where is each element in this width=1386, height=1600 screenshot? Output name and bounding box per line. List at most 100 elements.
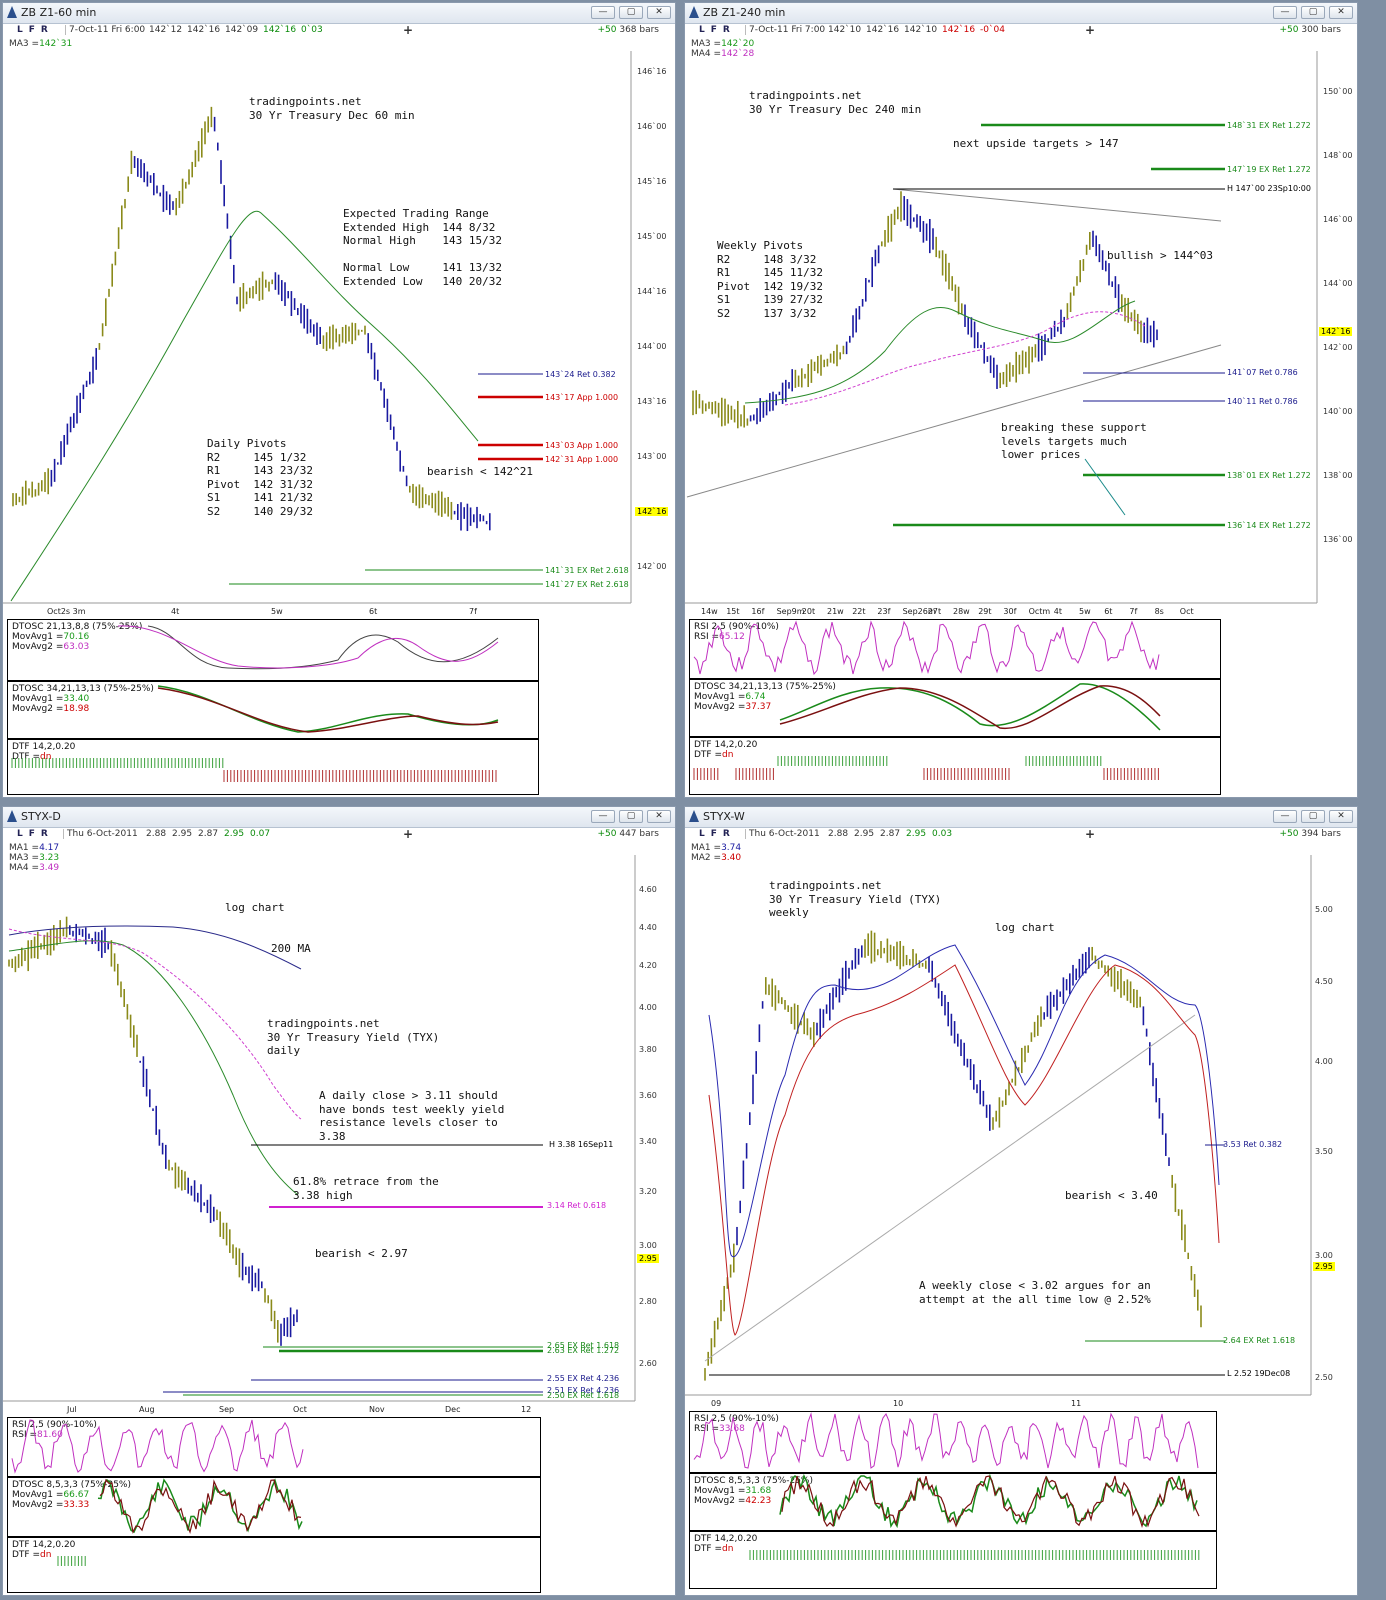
price-tick: 142`00 <box>1323 343 1353 352</box>
chart-window-zb-60min[interactable]: ZB Z1-60 min — ▢ ✕ LFR 7-Oct-11 Fri 6:00… <box>2 2 676 798</box>
x-tick: Oct2s 3m <box>47 607 86 616</box>
last-price-flag: 142`16 <box>1319 327 1353 336</box>
quote-low: 2.87 <box>880 829 901 839</box>
close-button[interactable]: ✕ <box>1329 6 1353 19</box>
quote-close: 2.95 <box>224 829 245 839</box>
price-tick: 144`00 <box>1323 279 1353 288</box>
indicator-value: 31.68 <box>745 1486 772 1496</box>
quote-close: 142`16 <box>942 25 976 35</box>
restore-button[interactable]: ▢ <box>619 6 643 19</box>
dtf-histogram <box>57 1556 86 1566</box>
lfr-buttons[interactable]: LFR <box>17 829 54 839</box>
indicator-panel[interactable]: RSI 2,5 (90%-10%) RSI =65.12 <box>689 619 1221 679</box>
minimize-button[interactable]: — <box>591 6 615 19</box>
x-tick: 22t <box>852 607 866 616</box>
chart-window-zb-240min[interactable]: ZB Z1-240 min — ▢ ✕ LFR 7-Oct-11 Fri 7:0… <box>684 2 1358 798</box>
price-tick: 4.60 <box>639 885 657 894</box>
close-button[interactable]: ✕ <box>647 810 671 823</box>
lfr-buttons[interactable]: LFR <box>699 829 736 839</box>
chart-app-icon <box>7 6 17 18</box>
crosshair-icon[interactable]: + <box>1085 827 1096 841</box>
indicator-label: MovAvg2 = <box>12 642 64 652</box>
x-tick: Dec <box>445 1405 461 1414</box>
indicator-value: 81.60 <box>37 1430 63 1440</box>
x-tick: 6t <box>369 607 378 616</box>
price-tick: 3.00 <box>639 1241 657 1250</box>
chart-annotation: Expected Trading Range Extended High 144… <box>343 207 502 288</box>
indicator-title: DTOSC 8,5,3,3 (75%-25%) <box>694 1476 813 1486</box>
chart-annotation: 61.8% retrace from the 3.38 high <box>293 1175 439 1202</box>
chart-annotation: bearish < 3.40 <box>1065 1189 1158 1202</box>
level-label: H 147`00 23Sp10:00 <box>1227 184 1311 193</box>
price-chart[interactable] <box>685 51 1357 611</box>
chart-annotation: bearish < 142^21 <box>427 465 533 478</box>
oscillator-plot <box>97 1478 303 1534</box>
price-tick: 146`00 <box>637 122 667 131</box>
indicator-panel[interactable]: RSI 2,5 (90%-10%) RSI =81.60 <box>7 1417 541 1477</box>
crosshair-icon[interactable]: + <box>403 23 414 37</box>
level-label: 147`19 EX Ret 1.272 <box>1227 165 1311 174</box>
price-chart[interactable] <box>3 855 675 1415</box>
restore-button[interactable]: ▢ <box>619 810 643 823</box>
ma-readout: MA3 =142`31 <box>9 39 73 49</box>
ma-readout: MA1 =3.74 <box>691 843 742 853</box>
quote-high: 2.95 <box>172 829 193 839</box>
indicator-label: DTF = <box>694 750 723 760</box>
restore-button[interactable]: ▢ <box>1301 810 1325 823</box>
price-chart[interactable] <box>685 855 1357 1415</box>
crosshair-icon[interactable]: + <box>1085 23 1096 37</box>
close-button[interactable]: ✕ <box>647 6 671 19</box>
indicator-panel[interactable]: DTOSC 34,21,13,13 (75%-25%) MovAvg1 =33.… <box>7 681 539 739</box>
indicator-legend: DTF 14,2,0.20 DTF =dn <box>12 742 75 762</box>
title-bar[interactable]: ZB Z1-240 min — ▢ ✕ <box>685 3 1357 24</box>
indicator-title: RSI 2,5 (90%-10%) <box>694 1414 779 1424</box>
price-chart[interactable] <box>3 51 675 611</box>
minimize-button[interactable]: — <box>1273 6 1297 19</box>
indicator-panel[interactable]: DTF 14,2,0.20 DTF =dn <box>689 1531 1217 1589</box>
indicator-panel[interactable]: DTF 14,2,0.20 DTF =dn <box>7 739 539 795</box>
minimize-button[interactable]: — <box>1273 810 1297 823</box>
price-tick: 145`16 <box>637 177 667 186</box>
title-bar[interactable]: STYX-D — ▢ ✕ <box>3 807 675 828</box>
price-tick: 3.40 <box>639 1137 657 1146</box>
indicator-panel[interactable]: DTOSC 21,13,8,8 (75%-25%) MovAvg1 =70.16… <box>7 619 539 681</box>
price-tick: 5.00 <box>1315 905 1333 914</box>
price-tick: 146`16 <box>637 67 667 76</box>
restore-button[interactable]: ▢ <box>1301 6 1325 19</box>
level-label: 143`17 App 1.000 <box>545 393 619 402</box>
price-tick: 4.00 <box>639 1003 657 1012</box>
level-label: 3.53 Ret 0.382 <box>1223 1140 1283 1149</box>
chart-window-tyx-weekly[interactable]: STYX-W — ▢ ✕ LFR Thu 6-Oct-2011 2.88 2.9… <box>684 806 1358 1596</box>
crosshair-icon[interactable]: + <box>403 827 414 841</box>
indicator-value: 33.68 <box>719 1424 745 1434</box>
chart-window-tyx-daily[interactable]: STYX-D — ▢ ✕ LFR Thu 6-Oct-2011 2.88 2.9… <box>2 806 676 1596</box>
indicator-legend: RSI 2,5 (90%-10%) RSI =81.60 <box>12 1420 97 1440</box>
indicator-panel[interactable]: RSI 2,5 (90%-10%) RSI =33.68 <box>689 1411 1217 1473</box>
indicator-value: 33.40 <box>63 694 90 704</box>
dtf-histogram <box>11 758 497 782</box>
title-bar[interactable]: ZB Z1-60 min — ▢ ✕ <box>3 3 675 24</box>
indicator-value: 37.37 <box>745 702 772 712</box>
indicator-panel[interactable]: DTOSC 8,5,3,3 (75%-25%) MovAvg1 =66.67 M… <box>7 1477 541 1537</box>
lfr-buttons[interactable]: LFR <box>17 25 54 35</box>
quote-bar: LFR 7-Oct-11 Fri 7:00 142`10 142`16 142`… <box>685 23 1357 37</box>
title-bar[interactable]: STYX-W — ▢ ✕ <box>685 807 1357 828</box>
indicator-panel[interactable]: DTOSC 34,21,13,13 (75%-25%) MovAvg1 =6.7… <box>689 679 1221 737</box>
chart-annotation: breaking these support levels targets mu… <box>1001 421 1147 461</box>
quote-bar: LFR 7-Oct-11 Fri 6:00 142`12 142`16 142`… <box>3 23 675 37</box>
indicator-value: dn <box>40 752 52 762</box>
indicator-panel[interactable]: DTF 14,2,0.20 DTF =dn <box>7 1537 541 1593</box>
close-button[interactable]: ✕ <box>1329 810 1353 823</box>
minimize-button[interactable]: — <box>591 810 615 823</box>
indicator-panel[interactable]: DTF 14,2,0.20 DTF =dn <box>689 737 1221 795</box>
x-tick: 16f <box>751 607 765 616</box>
price-tick: 4.40 <box>639 923 657 932</box>
indicator-title: DTF 14,2,0.20 <box>694 1534 758 1544</box>
level-label: 140`11 Ret 0.786 <box>1227 397 1298 406</box>
lfr-buttons[interactable]: LFR <box>699 25 736 35</box>
quote-low: 2.87 <box>198 829 219 839</box>
indicator-panel[interactable]: DTOSC 8,5,3,3 (75%-25%) MovAvg1 =31.68 M… <box>689 1473 1217 1531</box>
x-tick: 11 <box>1071 1399 1082 1408</box>
level-label: 2.55 EX Ret 4.236 <box>547 1374 620 1383</box>
quote-low: 142`09 <box>225 25 259 35</box>
